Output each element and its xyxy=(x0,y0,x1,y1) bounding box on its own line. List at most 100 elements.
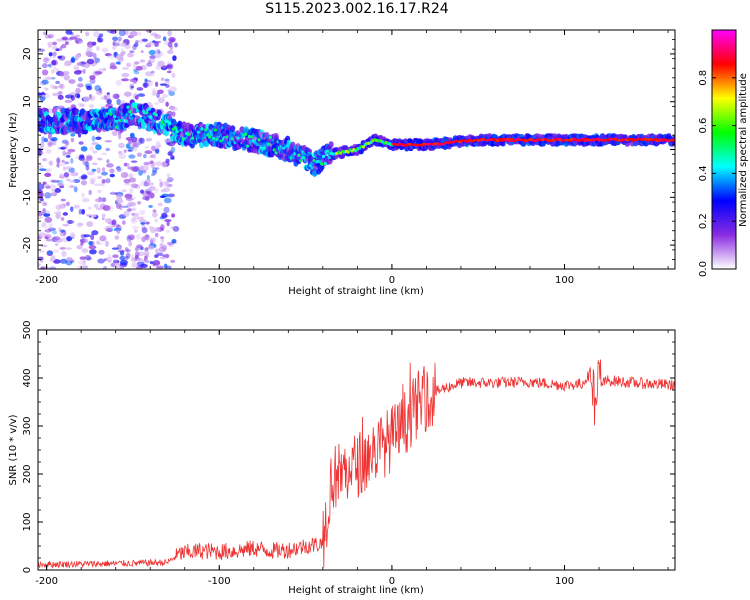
heatmap-noise-blob xyxy=(155,48,161,54)
heatmap-noise-blob xyxy=(148,49,156,56)
heatmap-noise-blob xyxy=(153,102,160,105)
heatmap-core-blob xyxy=(213,128,217,132)
heatmap-noise-blob xyxy=(134,184,141,189)
heatmap-noise-blob xyxy=(81,192,85,198)
heatmap-core-blob xyxy=(122,115,126,120)
heatmap-y-ticks: -20 -10 0 10 20 xyxy=(22,29,675,270)
heatmap-noise-blob xyxy=(141,169,147,174)
heatmap-noise-blob xyxy=(47,139,52,146)
heatmap-noise-blob xyxy=(124,247,129,252)
heatmap-noise-blob xyxy=(105,240,109,247)
heatmap-noise-blob xyxy=(112,254,119,259)
heatmap-noise-blob xyxy=(92,57,100,62)
heatmap-noise-blob xyxy=(59,185,65,189)
heatmap-noise-blob xyxy=(66,236,73,242)
heatmap-noise-blob xyxy=(62,223,70,227)
heatmap-noise-blob xyxy=(51,60,57,66)
heatmap-core-blob xyxy=(151,123,155,127)
heatmap-band-blob xyxy=(239,126,245,133)
heatmap-noise-blob xyxy=(38,192,45,197)
heatmap-noise-blob xyxy=(148,204,153,208)
heatmap-noise-blob xyxy=(154,218,158,223)
heatmap-core-blob xyxy=(297,153,301,157)
heatmap-core-blob xyxy=(192,129,197,133)
heatmap-noise-blob xyxy=(133,42,139,47)
heatmap-y-tick-label: 20 xyxy=(22,48,33,61)
heatmap-noise-blob xyxy=(128,154,136,159)
heatmap-noise-blob xyxy=(63,74,70,81)
heatmap-core-blob xyxy=(509,137,514,141)
heatmap-noise-blob xyxy=(163,206,170,214)
heatmap-core-blob xyxy=(320,162,324,166)
heatmap-noise-blob xyxy=(82,68,86,74)
heatmap-noise-blob xyxy=(123,30,129,36)
heatmap-noise-blob xyxy=(100,96,106,100)
heatmap-noise-blob xyxy=(174,42,178,48)
heatmap-noise-blob xyxy=(88,94,92,100)
heatmap-noise-blob xyxy=(113,93,120,99)
heatmap-noise-blob xyxy=(137,93,146,97)
heatmap-core-blob xyxy=(194,134,198,138)
colorbar-label: Normalized spectral amplitude xyxy=(738,73,749,227)
heatmap-noise-blob xyxy=(59,233,64,237)
heatmap-noise-blob xyxy=(141,38,148,42)
heatmap-noise-blob xyxy=(160,224,165,231)
heatmap-core-blob xyxy=(109,112,113,116)
heatmap-noise-blob xyxy=(61,159,65,163)
heatmap-noise-blob xyxy=(151,170,157,175)
heatmap-noise-blob xyxy=(104,53,112,57)
heatmap-noise-blob xyxy=(120,51,125,57)
heatmap-noise-blob xyxy=(38,183,45,190)
heatmap-noise-blob xyxy=(60,258,68,264)
heatmap-core-blob xyxy=(187,132,191,136)
heatmap-noise-blob xyxy=(119,42,127,48)
heatmap-noise-blob xyxy=(51,136,58,142)
heatmap-noise-blob xyxy=(165,101,169,107)
heatmap-noise-blob xyxy=(151,162,156,169)
heatmap-noise-blob xyxy=(98,249,105,255)
heatmap-noise-blob xyxy=(47,250,53,255)
heatmap-noise-blob xyxy=(63,172,70,178)
heatmap-core-blob xyxy=(672,137,675,141)
heatmap-noise-blob xyxy=(110,262,116,268)
snr-x-tick-label: -100 xyxy=(208,576,231,587)
heatmap-noise-blob xyxy=(113,40,121,47)
heatmap-noise-blob xyxy=(90,214,97,218)
heatmap-noise-blob xyxy=(135,40,139,44)
heatmap-core-blob xyxy=(507,139,512,143)
heatmap-noise-blob xyxy=(159,195,166,199)
heatmap-core-blob xyxy=(209,138,214,142)
heatmap-noise-blob xyxy=(77,102,83,107)
heatmap-noise-blob xyxy=(51,230,58,235)
heatmap-noise-blob xyxy=(149,58,155,64)
heatmap-noise-blob xyxy=(69,185,75,188)
heatmap-noise-blob xyxy=(130,183,139,189)
heatmap-noise-blob xyxy=(59,247,66,250)
heatmap-core-blob xyxy=(283,140,288,144)
heatmap-noise-blob xyxy=(162,36,167,42)
colorbar-gradient xyxy=(711,29,737,270)
heatmap-noise-blob xyxy=(97,189,102,194)
heatmap-noise-blob xyxy=(171,72,176,78)
heatmap-noise-blob xyxy=(134,251,140,257)
heatmap-noise-blob xyxy=(155,81,159,87)
heatmap-noise-blob xyxy=(93,31,100,38)
heatmap-noise-blob xyxy=(81,174,88,180)
heatmap-noise-blob xyxy=(53,259,61,264)
heatmap-noise-blob xyxy=(111,130,118,137)
heatmap-noise-blob xyxy=(44,236,49,240)
heatmap-noise-blob xyxy=(126,52,134,58)
heatmap-noise-blob xyxy=(44,229,52,233)
snr-frame xyxy=(37,329,676,571)
heatmap-noise-blob xyxy=(56,162,60,168)
heatmap-noise-blob xyxy=(62,150,67,157)
heatmap-noise-blob xyxy=(54,188,61,193)
heatmap-noise-blob xyxy=(44,93,50,99)
heatmap-core-blob xyxy=(321,154,326,159)
heatmap-noise-blob xyxy=(154,254,159,258)
heatmap-noise-blob xyxy=(157,97,165,104)
heatmap-noise-blob xyxy=(42,202,47,206)
heatmap-noise-blob xyxy=(149,187,157,192)
heatmap-noise-blob xyxy=(43,56,49,62)
